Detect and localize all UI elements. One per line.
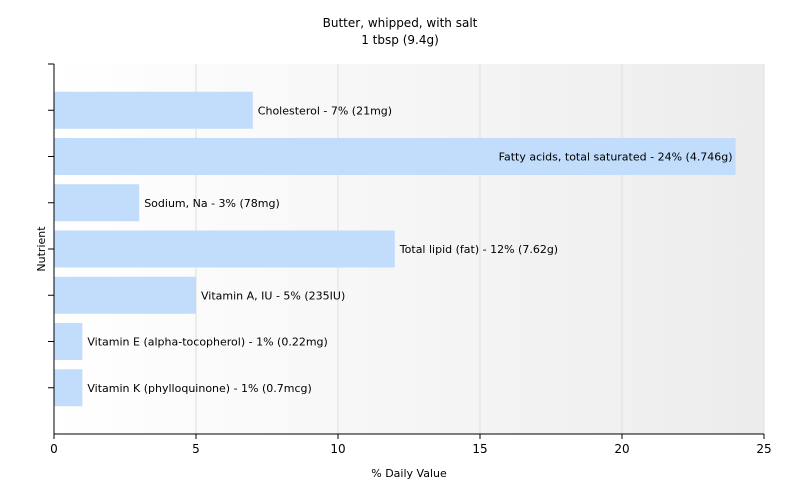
bar-label: Vitamin E (alpha-tocopherol) - 1% (0.22m… [87, 336, 327, 349]
bar [54, 230, 395, 268]
x-tick-label: 15 [472, 442, 487, 456]
chart-title: Butter, whipped, with salt [323, 16, 478, 30]
bar-label: Total lipid (fat) - 12% (7.62g) [399, 243, 558, 256]
bar-label: Cholesterol - 7% (21mg) [258, 104, 392, 117]
bar [54, 276, 196, 314]
bar [54, 323, 83, 360]
x-tick-label: 10 [330, 442, 345, 456]
y-axis-title: Nutrient [35, 226, 48, 272]
x-tick-label: 0 [50, 442, 58, 456]
x-axis-title: % Daily Value [371, 467, 447, 480]
x-tick-label: 20 [614, 442, 629, 456]
bar [54, 91, 253, 129]
x-tick-label: 25 [756, 442, 771, 456]
chart-subtitle: 1 tbsp (9.4g) [361, 33, 439, 47]
bar [54, 184, 140, 222]
bar [54, 138, 736, 175]
bar-label: Vitamin K (phylloquinone) - 1% (0.7mcg) [87, 382, 311, 395]
bar-label: Fatty acids, total saturated - 24% (4.74… [499, 151, 733, 164]
axes: 0 5 10 15 20 25 [48, 63, 772, 456]
bars: Cholesterol - 7% (21mg) Fatty acids, tota… [54, 91, 736, 407]
bar-label: Vitamin A, IU - 5% (235IU) [201, 289, 345, 302]
bar [54, 369, 83, 407]
bar-label: Sodium, Na - 3% (78mg) [144, 197, 280, 210]
x-tick-label: 5 [192, 442, 200, 456]
